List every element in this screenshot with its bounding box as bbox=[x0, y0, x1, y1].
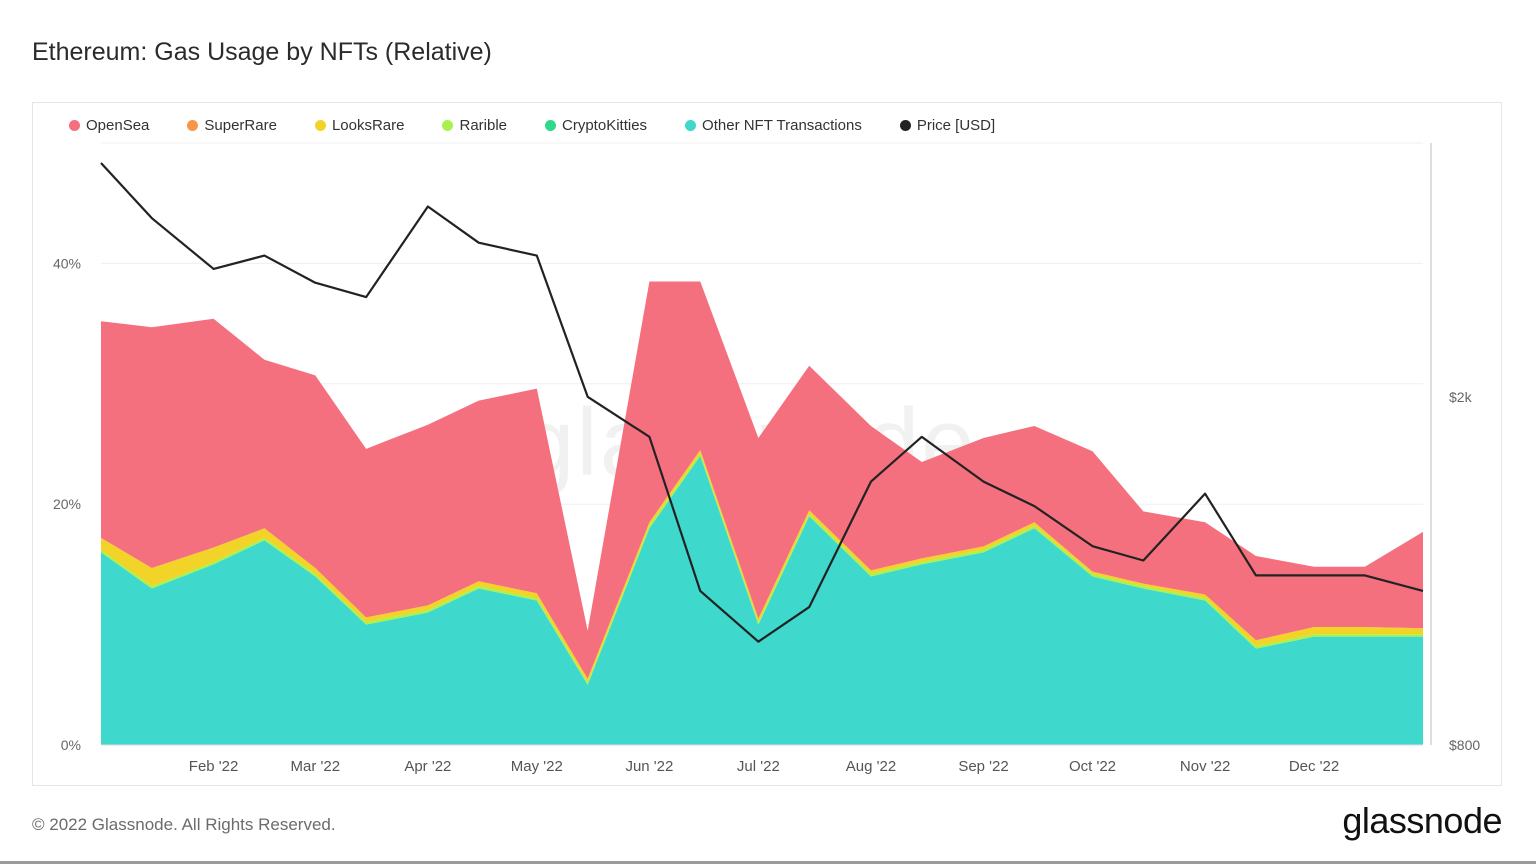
x-tick-label: Apr '22 bbox=[404, 758, 451, 775]
x-tick-label: Feb '22 bbox=[189, 758, 239, 775]
legend-dot-icon bbox=[899, 120, 911, 131]
x-tick-label: Sep '22 bbox=[958, 758, 1008, 775]
legend-label: CryptoKitties bbox=[562, 117, 648, 134]
legend-item-looksrare[interactable]: LooksRare bbox=[314, 117, 405, 134]
legend-dot-icon bbox=[187, 120, 199, 131]
legend-label: SuperRare bbox=[204, 117, 277, 134]
area-opensea bbox=[101, 281, 1423, 679]
y-left-tick-label: 20% bbox=[53, 496, 81, 512]
x-tick-label: Mar '22 bbox=[290, 758, 340, 775]
y-left-tick-label: 0% bbox=[61, 737, 81, 753]
chart-svg: 0% 20% 40% $800 $2k Feb '22 Mar '22 Apr '22 May … bbox=[53, 142, 1480, 775]
chart-title: Ethereum: Gas Usage by NFTs (Relative) bbox=[32, 38, 492, 66]
x-tick-label: May '22 bbox=[511, 758, 563, 775]
legend-item-other-nft-transactions[interactable]: Other NFT Transactions bbox=[685, 117, 862, 134]
y-left-tick-label: 40% bbox=[53, 255, 81, 271]
legend-label: LooksRare bbox=[331, 117, 405, 134]
divider bbox=[0, 861, 1536, 864]
legend-dot-icon bbox=[545, 120, 557, 131]
x-tick-label: Jul '22 bbox=[737, 758, 780, 775]
legend-label: OpenSea bbox=[86, 117, 150, 134]
y-right-tick-label: $800 bbox=[1449, 737, 1480, 753]
legend-label: Rarible bbox=[459, 117, 508, 134]
legend-item-superrare[interactable]: SuperRare bbox=[187, 117, 277, 134]
legend-dot-icon bbox=[442, 120, 454, 131]
legend-item-opensea[interactable]: OpenSea bbox=[69, 117, 149, 134]
x-tick-label: Oct '22 bbox=[1069, 758, 1116, 775]
y-right-tick-label: $2k bbox=[1449, 389, 1473, 405]
copyright-footer: © 2022 Glassnode. All Rights Reserved. bbox=[32, 815, 336, 834]
x-tick-label: Dec '22 bbox=[1289, 758, 1339, 775]
x-tick-label: Nov '22 bbox=[1180, 758, 1230, 775]
legend-item-price-usd[interactable]: Price [USD] bbox=[899, 117, 996, 134]
legend: OpenSea SuperRare LooksRare Rarible CryptoKi… bbox=[69, 117, 1033, 134]
legend-label: Price [USD] bbox=[916, 117, 996, 134]
brand-logo: glassnode bbox=[1342, 800, 1502, 841]
legend-item-rarible[interactable]: Rarible bbox=[442, 117, 507, 134]
legend-item-cryptokitties[interactable]: CryptoKitties bbox=[545, 117, 647, 134]
legend-label: Other NFT Transactions bbox=[702, 117, 862, 134]
legend-dot-icon bbox=[685, 120, 697, 131]
price-line bbox=[100, 162, 1424, 643]
x-tick-label: Jun '22 bbox=[625, 758, 673, 775]
legend-dot-icon bbox=[314, 120, 326, 131]
legend-dot-icon bbox=[69, 120, 80, 131]
x-tick-label: Aug '22 bbox=[846, 758, 896, 775]
chart-panel: OpenSea SuperRare LooksRare Rarible CryptoKi… bbox=[32, 102, 1502, 786]
area-other-nft-transactions bbox=[101, 456, 1423, 745]
